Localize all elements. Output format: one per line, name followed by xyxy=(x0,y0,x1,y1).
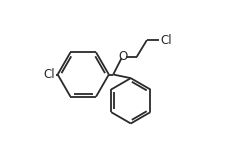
Text: Cl: Cl xyxy=(160,34,172,47)
Text: O: O xyxy=(119,51,128,63)
Text: Cl: Cl xyxy=(43,68,55,81)
